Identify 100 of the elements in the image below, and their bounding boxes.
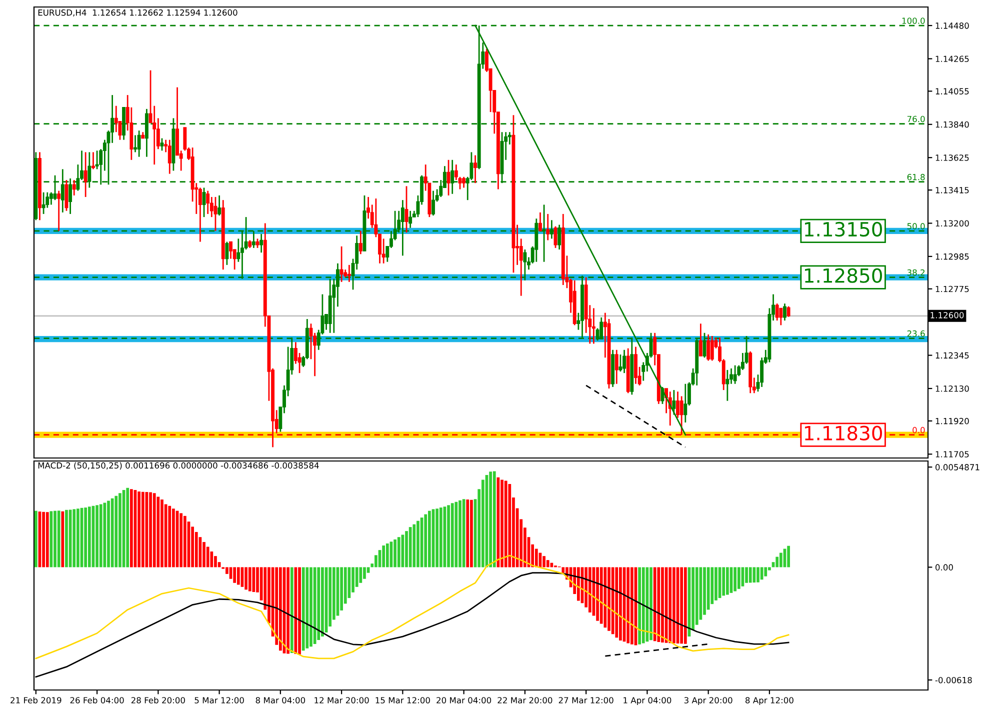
annotation: 0.0 — [912, 426, 925, 434]
bar — [168, 506, 172, 568]
bar — [734, 567, 736, 592]
bar — [642, 567, 645, 644]
candlestick — [198, 187, 202, 242]
x-tick-label: 22 Mar 20:00 — [498, 697, 552, 704]
candlestick — [84, 151, 88, 198]
bar — [321, 567, 324, 637]
bar — [394, 539, 396, 568]
bar — [46, 512, 49, 568]
candlestick — [340, 246, 344, 283]
candlestick — [710, 335, 714, 362]
bar — [534, 548, 538, 568]
bar — [680, 567, 684, 644]
bar — [504, 480, 508, 568]
y-tick-label: 1.13625 — [936, 154, 969, 161]
bar — [608, 567, 610, 631]
annotation: 61.8 — [907, 174, 925, 180]
bar — [54, 510, 56, 568]
y-tick-label: 0.0054871 — [935, 464, 980, 470]
candlestick — [779, 307, 783, 326]
bar — [745, 567, 748, 583]
bar — [500, 480, 504, 568]
bar — [684, 567, 687, 644]
annotation: 100.0 — [902, 18, 925, 24]
y-tick-label: 1.11920 — [936, 418, 969, 424]
bar — [626, 567, 630, 644]
bar — [34, 510, 38, 568]
bar — [363, 567, 366, 579]
bar — [114, 496, 118, 568]
bar — [386, 543, 389, 568]
bar — [160, 500, 164, 568]
candlestick — [592, 307, 596, 344]
bar — [508, 484, 512, 568]
bar — [233, 567, 236, 583]
y-tick-label: 0.00 — [935, 564, 953, 570]
bar — [588, 567, 592, 612]
bar — [454, 502, 458, 568]
bar — [183, 516, 186, 568]
bar — [546, 560, 550, 568]
bar — [439, 508, 442, 568]
y-tick-label: 1.12130 — [936, 385, 969, 392]
bar — [141, 492, 144, 568]
bar — [76, 508, 80, 568]
bar — [317, 567, 320, 640]
bar — [630, 567, 634, 644]
candlestick — [260, 233, 264, 254]
candlestick — [614, 349, 618, 385]
y-tick-label: 1.14480 — [936, 22, 969, 29]
candlestick — [225, 241, 229, 266]
x-tick-label: 12 Mar 20:00 — [314, 697, 369, 704]
candlestick — [618, 354, 622, 372]
x-tick-label: 8 Apr 12:00 — [746, 697, 794, 706]
ref-line-label: 1.12600 — [930, 312, 964, 318]
bar — [130, 489, 133, 568]
y-tick-label: 1.13200 — [936, 220, 969, 227]
x-tick-label: 21 Feb 2019 — [10, 696, 62, 704]
candlestick — [676, 390, 680, 419]
bar — [397, 537, 400, 568]
candlestick — [57, 190, 61, 232]
x-tick-label: 1 Apr 04:00 — [624, 697, 672, 706]
candlestick — [783, 302, 786, 322]
candlestick — [726, 369, 730, 402]
candlestick — [454, 164, 458, 181]
bar — [470, 500, 473, 568]
x-tick-label: 26 Feb 04:00 — [70, 696, 124, 704]
bar — [756, 567, 760, 582]
y-tick-label: 1.12345 — [936, 352, 969, 359]
x-tick-label: 5 Mar 12:00 — [194, 697, 244, 704]
candlestick — [152, 105, 156, 166]
bar — [290, 567, 294, 653]
bar — [152, 493, 156, 568]
y-tick-label: -0.00618 — [935, 676, 972, 684]
bar — [57, 510, 60, 568]
ref-line-label: 1.11830 — [805, 426, 882, 440]
bar — [99, 504, 102, 568]
bar — [576, 567, 580, 601]
bar — [118, 493, 122, 568]
bar — [359, 567, 362, 583]
bar — [722, 567, 726, 596]
bar — [668, 567, 672, 644]
candlestick — [168, 139, 172, 175]
candlestick — [206, 190, 210, 215]
bar — [236, 567, 240, 585]
candlestick — [347, 264, 351, 283]
y-tick-label: 1.14055 — [936, 88, 969, 94]
candlestick — [382, 238, 386, 264]
annotation: 38.2 — [907, 269, 924, 276]
bar — [298, 567, 301, 654]
candlestick — [114, 105, 118, 133]
y-tick-label: 1.13840 — [936, 121, 969, 128]
candlestick — [358, 230, 362, 255]
candlestick — [137, 130, 141, 158]
y-tick-label: 1.12985 — [936, 253, 969, 260]
bar — [405, 531, 408, 568]
bar — [650, 567, 652, 640]
line-series — [35, 554, 790, 660]
ref-line-label: 1.13150 — [805, 222, 882, 237]
bar — [428, 510, 431, 568]
bar — [466, 500, 470, 568]
